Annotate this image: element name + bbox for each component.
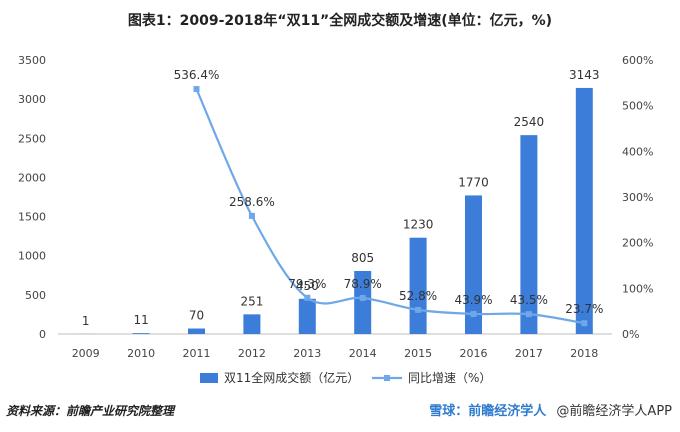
bar-value-label: 1 <box>82 314 90 328</box>
y-left-tick-label: 2500 <box>18 132 46 145</box>
footer-app: @前瞻经济学人APP <box>556 404 672 419</box>
y-left-tick-label: 1500 <box>18 211 46 224</box>
bar <box>354 270 372 334</box>
y-right-tick-label: 0% <box>622 328 639 341</box>
footer-brand: 雪球：前瞻经济学人 <box>429 404 547 419</box>
growth-value-label: 43.5% <box>510 293 548 307</box>
bar-value-label: 1770 <box>458 175 489 189</box>
footer-credit: 雪球：前瞻经济学人 @前瞻经济学人APP <box>429 400 672 419</box>
growth-value-label: 536.4% <box>174 68 220 82</box>
growth-point <box>415 306 422 313</box>
growth-point <box>248 212 255 219</box>
growth-point <box>359 294 366 301</box>
bar <box>243 314 261 334</box>
growth-point <box>525 311 532 318</box>
growth-point <box>193 86 200 93</box>
legend-bar-label: 双11全网成交额（亿元） <box>224 370 359 385</box>
growth-point <box>470 310 477 317</box>
bar-value-label: 70 <box>189 309 204 323</box>
y-left-tick-label: 0 <box>39 328 46 341</box>
y-left-tick-label: 3500 <box>18 54 46 67</box>
x-tick-label: 2018 <box>570 347 598 360</box>
growth-value-label: 258.6% <box>229 195 275 209</box>
bar-value-label: 805 <box>351 251 374 265</box>
source-note: 资料来源：前瞻产业研究院整理 <box>6 404 175 418</box>
y-right-tick-label: 300% <box>622 191 653 204</box>
x-tick-label: 2016 <box>460 347 488 360</box>
bar-value-label: 251 <box>240 294 263 308</box>
y-left-tick-label: 3000 <box>18 93 46 106</box>
legend-bar-swatch <box>200 373 218 383</box>
x-tick-label: 2013 <box>293 347 321 360</box>
bar <box>188 328 205 334</box>
y-left-tick-label: 2000 <box>18 171 46 184</box>
bar-value-label: 2540 <box>514 115 545 129</box>
growth-point <box>581 320 588 327</box>
y-right-tick-label: 100% <box>622 282 653 295</box>
bar-value-label: 3143 <box>569 68 600 82</box>
bar <box>520 135 538 334</box>
y-left-tick-label: 1000 <box>18 250 46 263</box>
bar <box>409 237 427 334</box>
x-tick-label: 2011 <box>183 347 211 360</box>
y-right-tick-label: 400% <box>622 145 653 158</box>
growth-point <box>304 294 311 301</box>
bar-value-label: 11 <box>133 313 148 327</box>
bar <box>575 87 593 334</box>
growth-value-label: 23.7% <box>565 302 603 316</box>
y-right-tick-label: 600% <box>622 54 653 67</box>
chart-title: 图表1：2009-2018年“双11”全网成交额及增速(单位：亿元，%) <box>127 13 553 29</box>
growth-value-label: 78.9% <box>344 277 382 291</box>
y-left-tick-label: 500 <box>25 289 46 302</box>
y-right-tick-label: 500% <box>622 100 653 113</box>
bar <box>132 333 150 334</box>
x-tick-label: 2012 <box>238 347 266 360</box>
legend-line-label: 同比增速（%） <box>408 371 491 385</box>
x-tick-label: 2010 <box>127 347 155 360</box>
growth-value-label: 79.3% <box>288 277 326 291</box>
x-tick-label: 2017 <box>515 347 543 360</box>
bar <box>465 195 482 334</box>
legend-line-marker <box>384 375 390 381</box>
growth-value-label: 43.9% <box>454 293 492 307</box>
x-tick-label: 2009 <box>72 347 100 360</box>
x-tick-label: 2015 <box>404 347 432 360</box>
x-tick-label: 2014 <box>349 347 377 360</box>
bar <box>298 298 316 334</box>
bar-value-label: 1230 <box>403 218 434 232</box>
bar-value-label: 450 <box>296 279 319 293</box>
y-right-tick-label: 200% <box>622 237 653 250</box>
growth-value-label: 52.8% <box>399 289 437 303</box>
